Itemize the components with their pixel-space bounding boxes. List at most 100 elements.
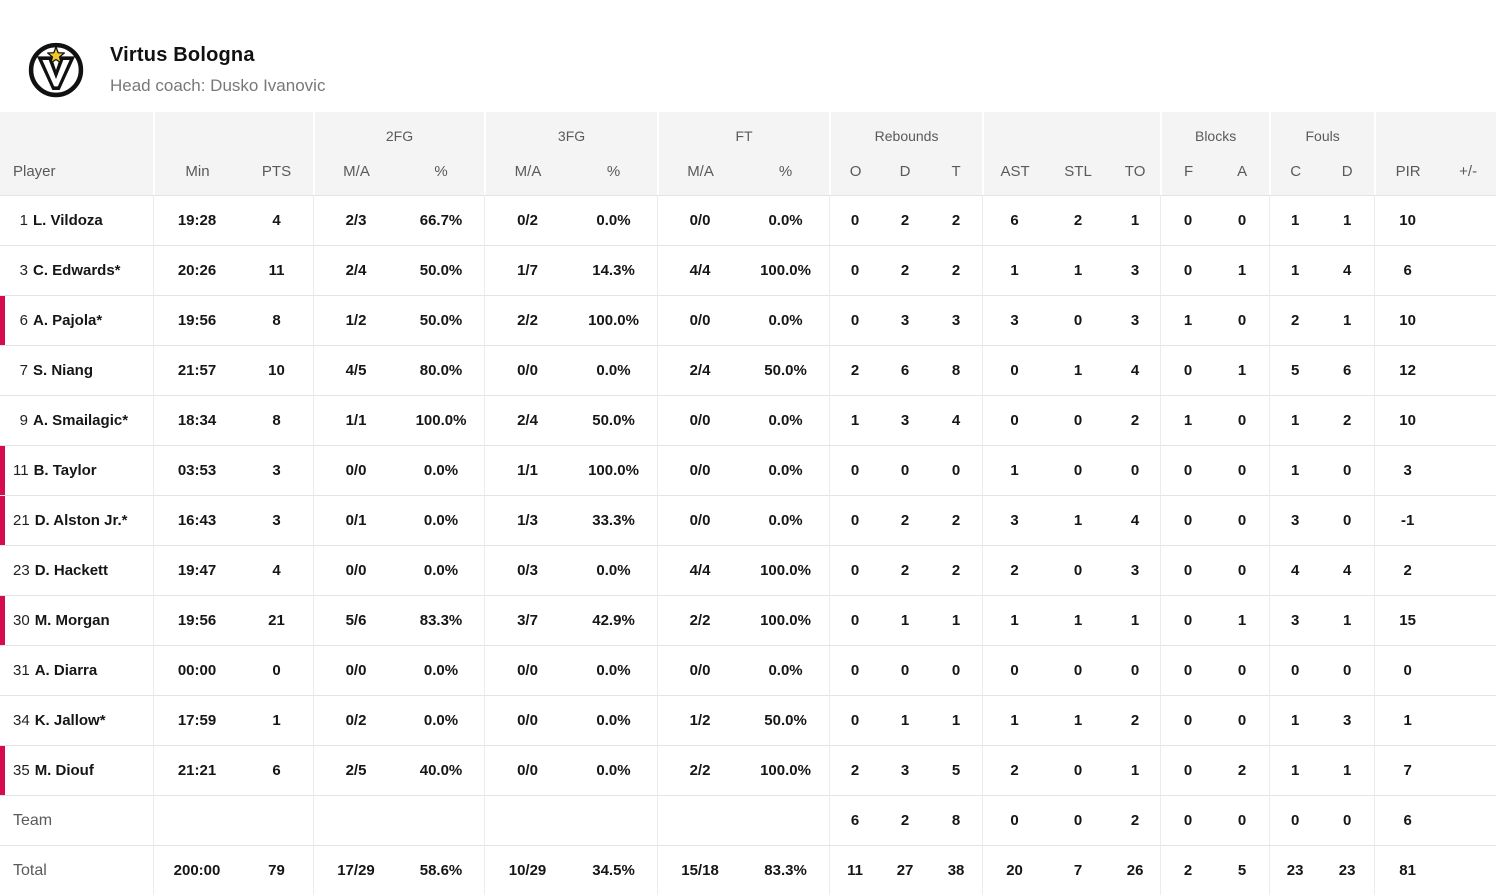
cell-ft_ma: 0/0 [657, 445, 743, 495]
cell-player: 7 S. Niang [0, 345, 153, 395]
cell-fg3_pct: 100.0% [570, 295, 658, 345]
cell-ft_ma [657, 795, 743, 845]
cell-to: 3 [1110, 245, 1161, 295]
column-header-reb_t: T [930, 148, 983, 195]
cell-fg2_pct [398, 795, 485, 845]
cell-foul_d: 1 [1320, 295, 1375, 345]
cell-min: 19:28 [153, 195, 240, 245]
cell-to: 1 [1110, 595, 1161, 645]
cell-fg3_pct: 0.0% [570, 545, 658, 595]
cell-foul_d: 3 [1320, 695, 1375, 745]
player-number: 35 [13, 762, 30, 779]
player-row: 11 B. Taylor 03:53 3 0/0 0.0% 1/1 100.0% 0/0 0.0%… [0, 445, 1496, 495]
cell-blk_a: 0 [1215, 645, 1270, 695]
player-row: 9 A. Smailagic* 18:34 8 1/1 100.0% 2/4 50.0% 0/0… [0, 395, 1496, 445]
column-group-2fg: 2FG [313, 112, 485, 148]
cell-foul_c: 3 [1269, 495, 1321, 545]
row-label: Team [13, 811, 53, 829]
cell-fg2_ma: 17/29 [313, 845, 398, 895]
cell-plus_minus [1440, 745, 1496, 795]
player-name: A. Smailagic* [33, 412, 129, 429]
cell-pir: 2 [1374, 545, 1441, 595]
cell-reb_t: 5 [930, 745, 983, 795]
player-name: K. Jallow* [34, 712, 106, 729]
cell-foul_c: 3 [1269, 595, 1321, 645]
player-number: 7 [19, 362, 28, 379]
cell-player: 30 M. Morgan [0, 595, 153, 645]
cell-reb_d: 2 [880, 495, 931, 545]
virtus-bologna-logo-icon [28, 42, 84, 98]
cell-pts: 3 [240, 495, 313, 545]
column-group-ft: FT [657, 112, 830, 148]
cell-fg3_ma: 10/29 [484, 845, 571, 895]
cell-reb_o: 2 [829, 745, 881, 795]
cell-reb_o: 0 [829, 595, 881, 645]
cell-foul_d: 1 [1320, 195, 1375, 245]
cell-stl: 0 [1046, 745, 1111, 795]
column-header-blk_f: F [1160, 148, 1216, 195]
cell-blk_a: 0 [1215, 795, 1270, 845]
cell-blk_f: 0 [1160, 745, 1216, 795]
cell-fg2_ma: 0/0 [313, 445, 398, 495]
cell-plus_minus [1440, 345, 1496, 395]
cell-min: 00:00 [153, 645, 240, 695]
player-name: C. Edwards* [33, 262, 121, 279]
cell-fg3_pct: 0.0% [570, 745, 658, 795]
cell-blk_f: 0 [1160, 645, 1216, 695]
cell-ast: 0 [982, 395, 1047, 445]
cell-pts: 10 [240, 345, 313, 395]
cell-fg3_ma: 1/1 [484, 445, 571, 495]
cell-fg3_ma: 0/0 [484, 695, 571, 745]
player-name: A. Pajola* [33, 312, 103, 329]
cell-pir: 6 [1374, 245, 1441, 295]
player-number: 11 [13, 462, 29, 479]
player-number: 3 [19, 262, 28, 279]
cell-pir: 81 [1374, 845, 1441, 895]
cell-foul_c: 1 [1269, 245, 1321, 295]
cell-ft_pct: 50.0% [742, 345, 830, 395]
cell-to: 4 [1110, 345, 1161, 395]
cell-player: 21 D. Alston Jr.* [0, 495, 153, 545]
cell-player: 35 M. Diouf [0, 745, 153, 795]
cell-reb_t: 2 [930, 545, 983, 595]
cell-ft_pct: 0.0% [742, 645, 830, 695]
cell-fg3_pct: 42.9% [570, 595, 658, 645]
cell-player: Team [0, 795, 153, 845]
cell-blk_a: 5 [1215, 845, 1270, 895]
cell-min: 03:53 [153, 445, 240, 495]
cell-stl: 2 [1046, 195, 1111, 245]
column-header-blk_a: A [1215, 148, 1270, 195]
cell-fg2_pct: 0.0% [398, 495, 485, 545]
cell-stl: 1 [1046, 245, 1111, 295]
column-header-to: TO [1110, 148, 1161, 195]
cell-reb_t: 2 [930, 195, 983, 245]
cell-pir: 10 [1374, 395, 1441, 445]
cell-ast: 0 [982, 345, 1047, 395]
cell-foul_d: 1 [1320, 595, 1375, 645]
cell-fg3_pct: 33.3% [570, 495, 658, 545]
cell-ft_pct [742, 795, 830, 845]
cell-stl: 0 [1046, 795, 1111, 845]
cell-pts: 1 [240, 695, 313, 745]
cell-fg2_pct: 50.0% [398, 245, 485, 295]
table-body: 1 L. Vildoza 19:28 4 2/3 66.7% 0/2 0.0% 0/0 0.0% 0… [0, 195, 1496, 895]
cell-ast: 6 [982, 195, 1047, 245]
cell-fg2_ma: 1/2 [313, 295, 398, 345]
player-name: D. Alston Jr.* [34, 512, 128, 529]
cell-ft_ma: 4/4 [657, 545, 743, 595]
cell-player: Total [0, 845, 153, 895]
cell-ft_pct: 0.0% [742, 195, 830, 245]
cell-blk_f: 0 [1160, 595, 1216, 645]
cell-pts: 0 [240, 645, 313, 695]
column-header-reb_o: O [829, 148, 881, 195]
cell-stl: 1 [1046, 495, 1111, 545]
cell-reb_d: 1 [880, 595, 931, 645]
cell-ast: 2 [982, 745, 1047, 795]
cell-reb_o: 0 [829, 245, 881, 295]
cell-ft_ma: 0/0 [657, 295, 743, 345]
row-label: Total [13, 861, 47, 879]
cell-ft_ma: 15/18 [657, 845, 743, 895]
cell-pir: 0 [1374, 645, 1441, 695]
player-number: 34 [13, 712, 30, 729]
cell-reb_o: 0 [829, 695, 881, 745]
